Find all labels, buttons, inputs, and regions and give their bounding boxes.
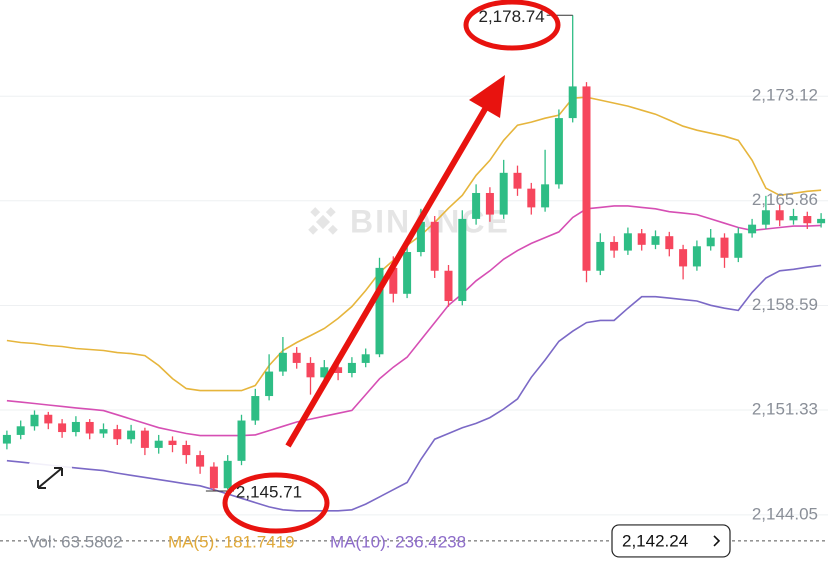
candle-body [430, 221, 439, 271]
candle-body [403, 252, 412, 294]
candle-body [30, 414, 39, 427]
y-tick-label: 2,151.33 [752, 399, 818, 418]
candle-body [651, 236, 660, 245]
candle-body [637, 233, 646, 245]
candle-body [761, 210, 770, 225]
candle-body [389, 267, 398, 294]
candle-body [347, 362, 356, 374]
candle-body [237, 420, 246, 461]
watermark-logo [308, 207, 338, 235]
expand-button[interactable] [28, 458, 72, 498]
candle-body [196, 455, 205, 467]
candle-body [679, 249, 688, 267]
candle-body [306, 362, 315, 378]
candle-body [361, 354, 370, 363]
candle-body [16, 426, 25, 435]
candle-body [99, 429, 108, 434]
candle-body [485, 192, 494, 215]
candle-body [527, 188, 536, 208]
candle-body [458, 218, 467, 301]
candle-body [320, 367, 329, 378]
y-tick-label: 2,144.05 [752, 504, 818, 523]
candles [2, 15, 826, 491]
y-tick-label: 2,158.59 [752, 295, 818, 314]
candle-body [444, 270, 453, 301]
candle-body [168, 440, 177, 446]
candle-body [692, 246, 701, 267]
candle-body [292, 352, 301, 363]
last-price-box[interactable] [611, 524, 731, 558]
y-tick-label: 2,173.12 [752, 86, 818, 105]
grid [0, 95, 828, 516]
candle-body [140, 430, 149, 448]
candle-body [2, 434, 11, 444]
candle-body [513, 172, 522, 189]
candle-body [568, 86, 577, 119]
candle-body [665, 236, 674, 250]
candle-body [596, 241, 605, 271]
candle-body [375, 267, 384, 355]
band-line [6, 264, 822, 512]
annotations: 2,178.74 2,145.71 2,142.24 [0, 7, 828, 558]
candle-body [209, 466, 218, 489]
candle-body [499, 172, 508, 215]
candle-body [278, 352, 287, 372]
low-label: 2,145.71 [236, 482, 302, 501]
candle-body [789, 216, 798, 221]
candle-body [127, 430, 136, 440]
last-price-label: 2,142.24 [622, 531, 688, 550]
candle-body [541, 184, 550, 208]
arrow-shaft [285, 102, 491, 448]
y-axis: 2,144.05 2,151.33 2,158.59 2,165.86 2,173.12 [752, 86, 818, 524]
candle-body [416, 221, 425, 253]
candle-body [472, 192, 481, 219]
candle-body [251, 396, 260, 421]
bands [6, 96, 822, 512]
highlight-ellipse [222, 472, 330, 534]
chevron [713, 535, 721, 547]
candle-body [706, 237, 715, 247]
high-label: 2,178.74 [479, 7, 545, 26]
y-tick-label: 2,165.86 [752, 190, 818, 209]
band-line [6, 96, 822, 392]
band-line [6, 205, 822, 437]
candle-body [720, 237, 729, 258]
highlight-ellipse [463, 0, 561, 51]
candle-body [554, 118, 563, 185]
candle-body [803, 216, 812, 224]
candle-body [817, 218, 826, 224]
candle-body [582, 86, 591, 271]
candle-body [265, 371, 274, 397]
candle-body [58, 423, 67, 433]
candle-body [223, 460, 232, 489]
candle-body [775, 210, 784, 221]
indicator-text: Vol: 63.5802 [28, 532, 123, 551]
candle-body [154, 440, 163, 448]
candle-body [610, 241, 619, 251]
candle-body [623, 233, 632, 251]
candle-body [113, 429, 122, 440]
candle-body [44, 414, 53, 424]
candle-body [71, 421, 80, 433]
candle-body [734, 233, 743, 258]
indicator-text: MA(5): 181.7419 [168, 532, 295, 551]
candle-body [85, 421, 94, 434]
indicator-text: MA(10): 236.4238 [330, 532, 466, 551]
candle-body [334, 367, 343, 374]
candle-body [748, 224, 757, 234]
indicator-bar: Vol: 63.5802 MA(5): 181.7419 MA(10): 236.4… [28, 532, 466, 551]
arrow-head [469, 75, 505, 118]
candle-body [182, 445, 191, 456]
